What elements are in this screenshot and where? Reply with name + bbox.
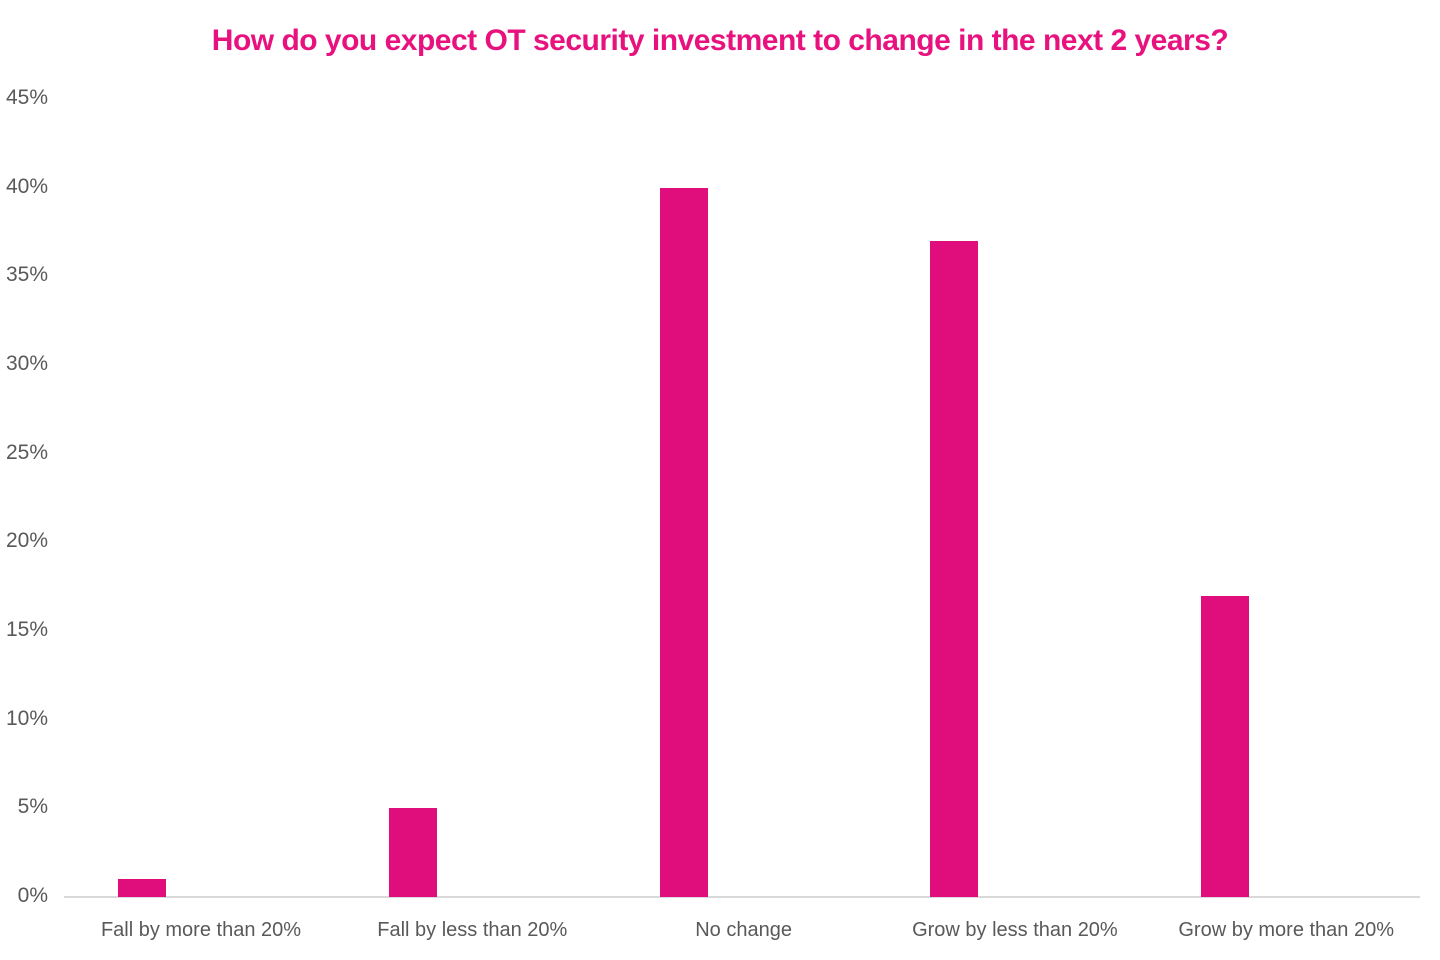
bar [1201, 595, 1250, 897]
bar [388, 808, 437, 897]
x-category-label: No change [695, 919, 792, 941]
y-tick-label: 25% [5, 440, 48, 464]
x-category-label: Fall by less than 20% [377, 919, 568, 941]
y-tick-label: 20% [5, 529, 48, 553]
y-tick-label: 30% [5, 352, 48, 375]
chart-title: How do you expect OT security investment… [211, 24, 1229, 57]
x-category-label: Grow by more than 20% [1178, 919, 1395, 941]
y-tick-label: 15% [5, 618, 48, 641]
y-tick-label: 0% [17, 884, 48, 907]
bar [930, 240, 979, 897]
y-tick-label: 10% [5, 706, 48, 730]
bar [659, 187, 708, 897]
y-tick-label: 40% [5, 174, 48, 198]
y-tick-label: 35% [5, 263, 48, 287]
x-category-label: Fall by more than 20% [100, 919, 302, 941]
x-category-label: Grow by less than 20% [912, 919, 1118, 941]
y-tick-label: 45% [5, 86, 48, 109]
y-tick-label: 5% [17, 795, 48, 819]
x-axis-line [64, 896, 1420, 898]
bar [118, 879, 166, 897]
